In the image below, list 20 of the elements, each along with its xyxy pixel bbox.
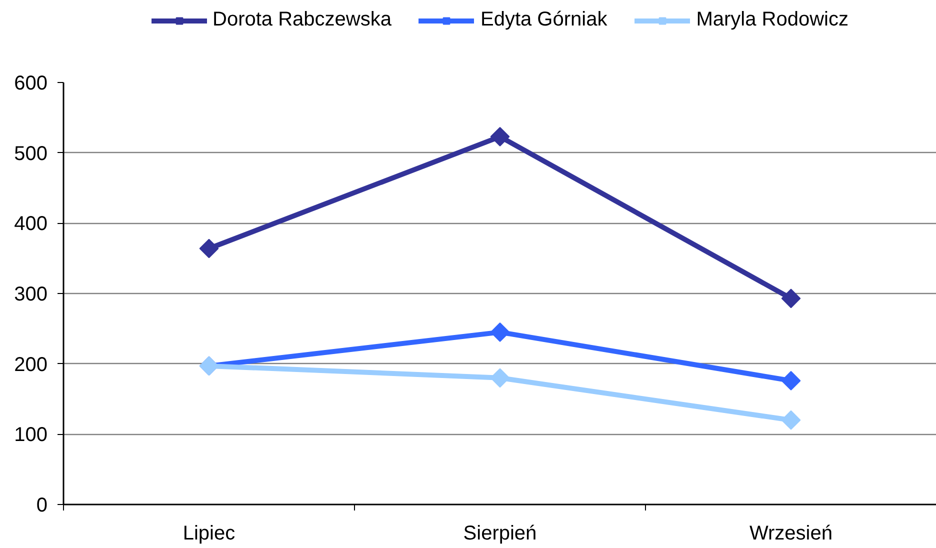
point (781, 288, 801, 308)
y-tick-label: 0 (36, 494, 48, 516)
point (490, 368, 510, 388)
y-tick-label: 200 (14, 354, 48, 376)
point (781, 371, 801, 390)
legend-label: Maryla Rodowicz (696, 8, 848, 32)
x-tick-label: Wrzesień (750, 522, 833, 544)
legend-label: Edyta Górniak (480, 8, 608, 32)
y-tick-label: 100 (14, 424, 48, 446)
y-tick-label: 500 (14, 142, 48, 165)
point (490, 126, 510, 146)
y-tick-label: 400 (14, 213, 48, 236)
x-tick-label: Sierpień (463, 522, 537, 544)
point (781, 410, 801, 430)
legend-label: Dorota Rabczewska (212, 8, 392, 32)
x-tick-label: Lipiec (182, 522, 236, 544)
point (199, 238, 219, 258)
point (490, 322, 510, 342)
y-tick-label: 600 (14, 72, 48, 94)
y-tick-label: 300 (14, 284, 48, 306)
